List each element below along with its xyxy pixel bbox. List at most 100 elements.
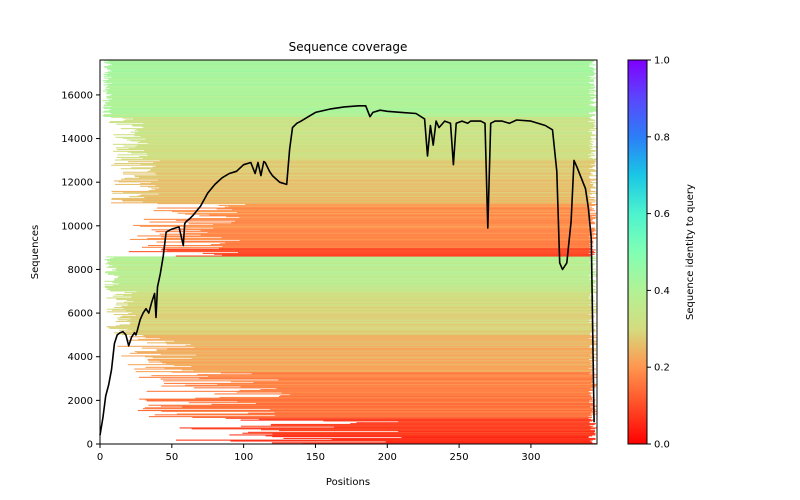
heatmap-row (127, 320, 590, 322)
heatmap-row (290, 394, 590, 396)
heatmap-row (125, 119, 595, 121)
heatmap-row (240, 386, 596, 388)
heatmap-row (181, 369, 594, 371)
heatmap-row (104, 61, 593, 63)
heatmap-row (123, 307, 592, 309)
heatmap-row (107, 261, 589, 263)
heatmap-row (130, 318, 593, 320)
heatmap-row (235, 220, 589, 222)
heatmap-row (188, 218, 596, 220)
heatmap-row (167, 348, 597, 350)
heatmap-row (106, 93, 589, 95)
heatmap-row (195, 397, 593, 399)
heatmap-row (103, 66, 590, 68)
heatmap-row (106, 83, 594, 85)
heatmap-row (153, 162, 595, 164)
heatmap-row (145, 138, 597, 140)
y-tick-label: 2000 (68, 396, 93, 407)
heatmap-row (231, 222, 596, 224)
heatmap-row (240, 419, 594, 421)
heatmap-row (115, 136, 591, 138)
heatmap-row (135, 371, 592, 373)
heatmap-row (175, 255, 591, 257)
heatmap-row (115, 320, 594, 322)
heatmap-row (143, 157, 593, 159)
heatmap-row (270, 409, 596, 411)
heatmap-row (182, 406, 591, 408)
heatmap-row (140, 185, 593, 187)
heatmap-row (242, 432, 596, 434)
heatmap-row (232, 209, 592, 211)
heatmap-row (108, 122, 596, 124)
heatmap-row (105, 102, 595, 104)
heatmap-row (236, 391, 590, 393)
heatmap-row (213, 227, 595, 229)
heatmap-row (105, 87, 596, 89)
heatmap-row (106, 92, 595, 94)
heatmap-row (143, 218, 593, 220)
heatmap-row (127, 305, 592, 307)
heatmap-row (274, 415, 592, 417)
heatmap-row (115, 298, 590, 300)
heatmap-row (122, 117, 591, 119)
heatmap-row (147, 142, 592, 144)
heatmap-row (104, 259, 590, 261)
heatmap-row (112, 295, 595, 297)
heatmap-row (147, 358, 589, 360)
heatmap-row (185, 384, 597, 386)
heatmap-row (107, 91, 590, 93)
heatmap-row (106, 97, 595, 99)
heatmap-row (111, 70, 593, 72)
heatmap-row (107, 86, 592, 88)
heatmap-row (137, 195, 590, 197)
heatmap-row (106, 297, 595, 299)
heatmap-row (157, 207, 590, 209)
heatmap-row (121, 199, 596, 201)
heatmap-row (103, 80, 594, 82)
heatmap-row (106, 308, 597, 310)
heatmap-row (270, 424, 590, 426)
heatmap-row (142, 126, 595, 128)
heatmap-row (113, 134, 595, 136)
heatmap-row (152, 357, 597, 359)
heatmap-row (137, 338, 593, 340)
heatmap-row (239, 239, 591, 241)
heatmap-row (123, 145, 593, 147)
heatmap-row (144, 149, 596, 151)
heatmap-row (128, 148, 593, 150)
heatmap-row (106, 288, 596, 290)
heatmap-row (151, 188, 591, 190)
heatmap-row (115, 159, 596, 161)
heatmap-row (138, 130, 589, 132)
heatmap-row (146, 390, 589, 392)
heatmap-row (135, 176, 590, 178)
plot-area (99, 59, 598, 445)
heatmap-row (135, 146, 597, 148)
heatmap-row (150, 169, 595, 171)
heatmap-row (105, 286, 591, 288)
heatmap-row (127, 161, 596, 163)
heatmap-row (108, 99, 592, 101)
heatmap-row (134, 135, 597, 137)
heatmap-row (109, 69, 595, 71)
heatmap-row (174, 365, 595, 367)
heatmap-row (166, 250, 590, 252)
heatmap-row (109, 327, 594, 329)
heatmap-row (207, 231, 593, 233)
heatmap-row (158, 193, 592, 195)
heatmap-row (191, 358, 594, 360)
heatmap-row (238, 252, 596, 254)
heatmap-row (111, 190, 596, 192)
heatmap-row (128, 313, 592, 315)
x-tick-label: 250 (450, 452, 469, 463)
heatmap-row (134, 368, 596, 370)
heatmap-row (142, 408, 595, 410)
heatmap-row (103, 114, 596, 116)
heatmap-row (272, 433, 595, 435)
heatmap-row (107, 262, 592, 264)
heatmap-row (117, 333, 591, 335)
heatmap-row (110, 63, 590, 65)
heatmap-row (123, 120, 596, 122)
heatmap-row (155, 189, 591, 191)
colorbar-tick-label: 0.6 (654, 209, 670, 220)
